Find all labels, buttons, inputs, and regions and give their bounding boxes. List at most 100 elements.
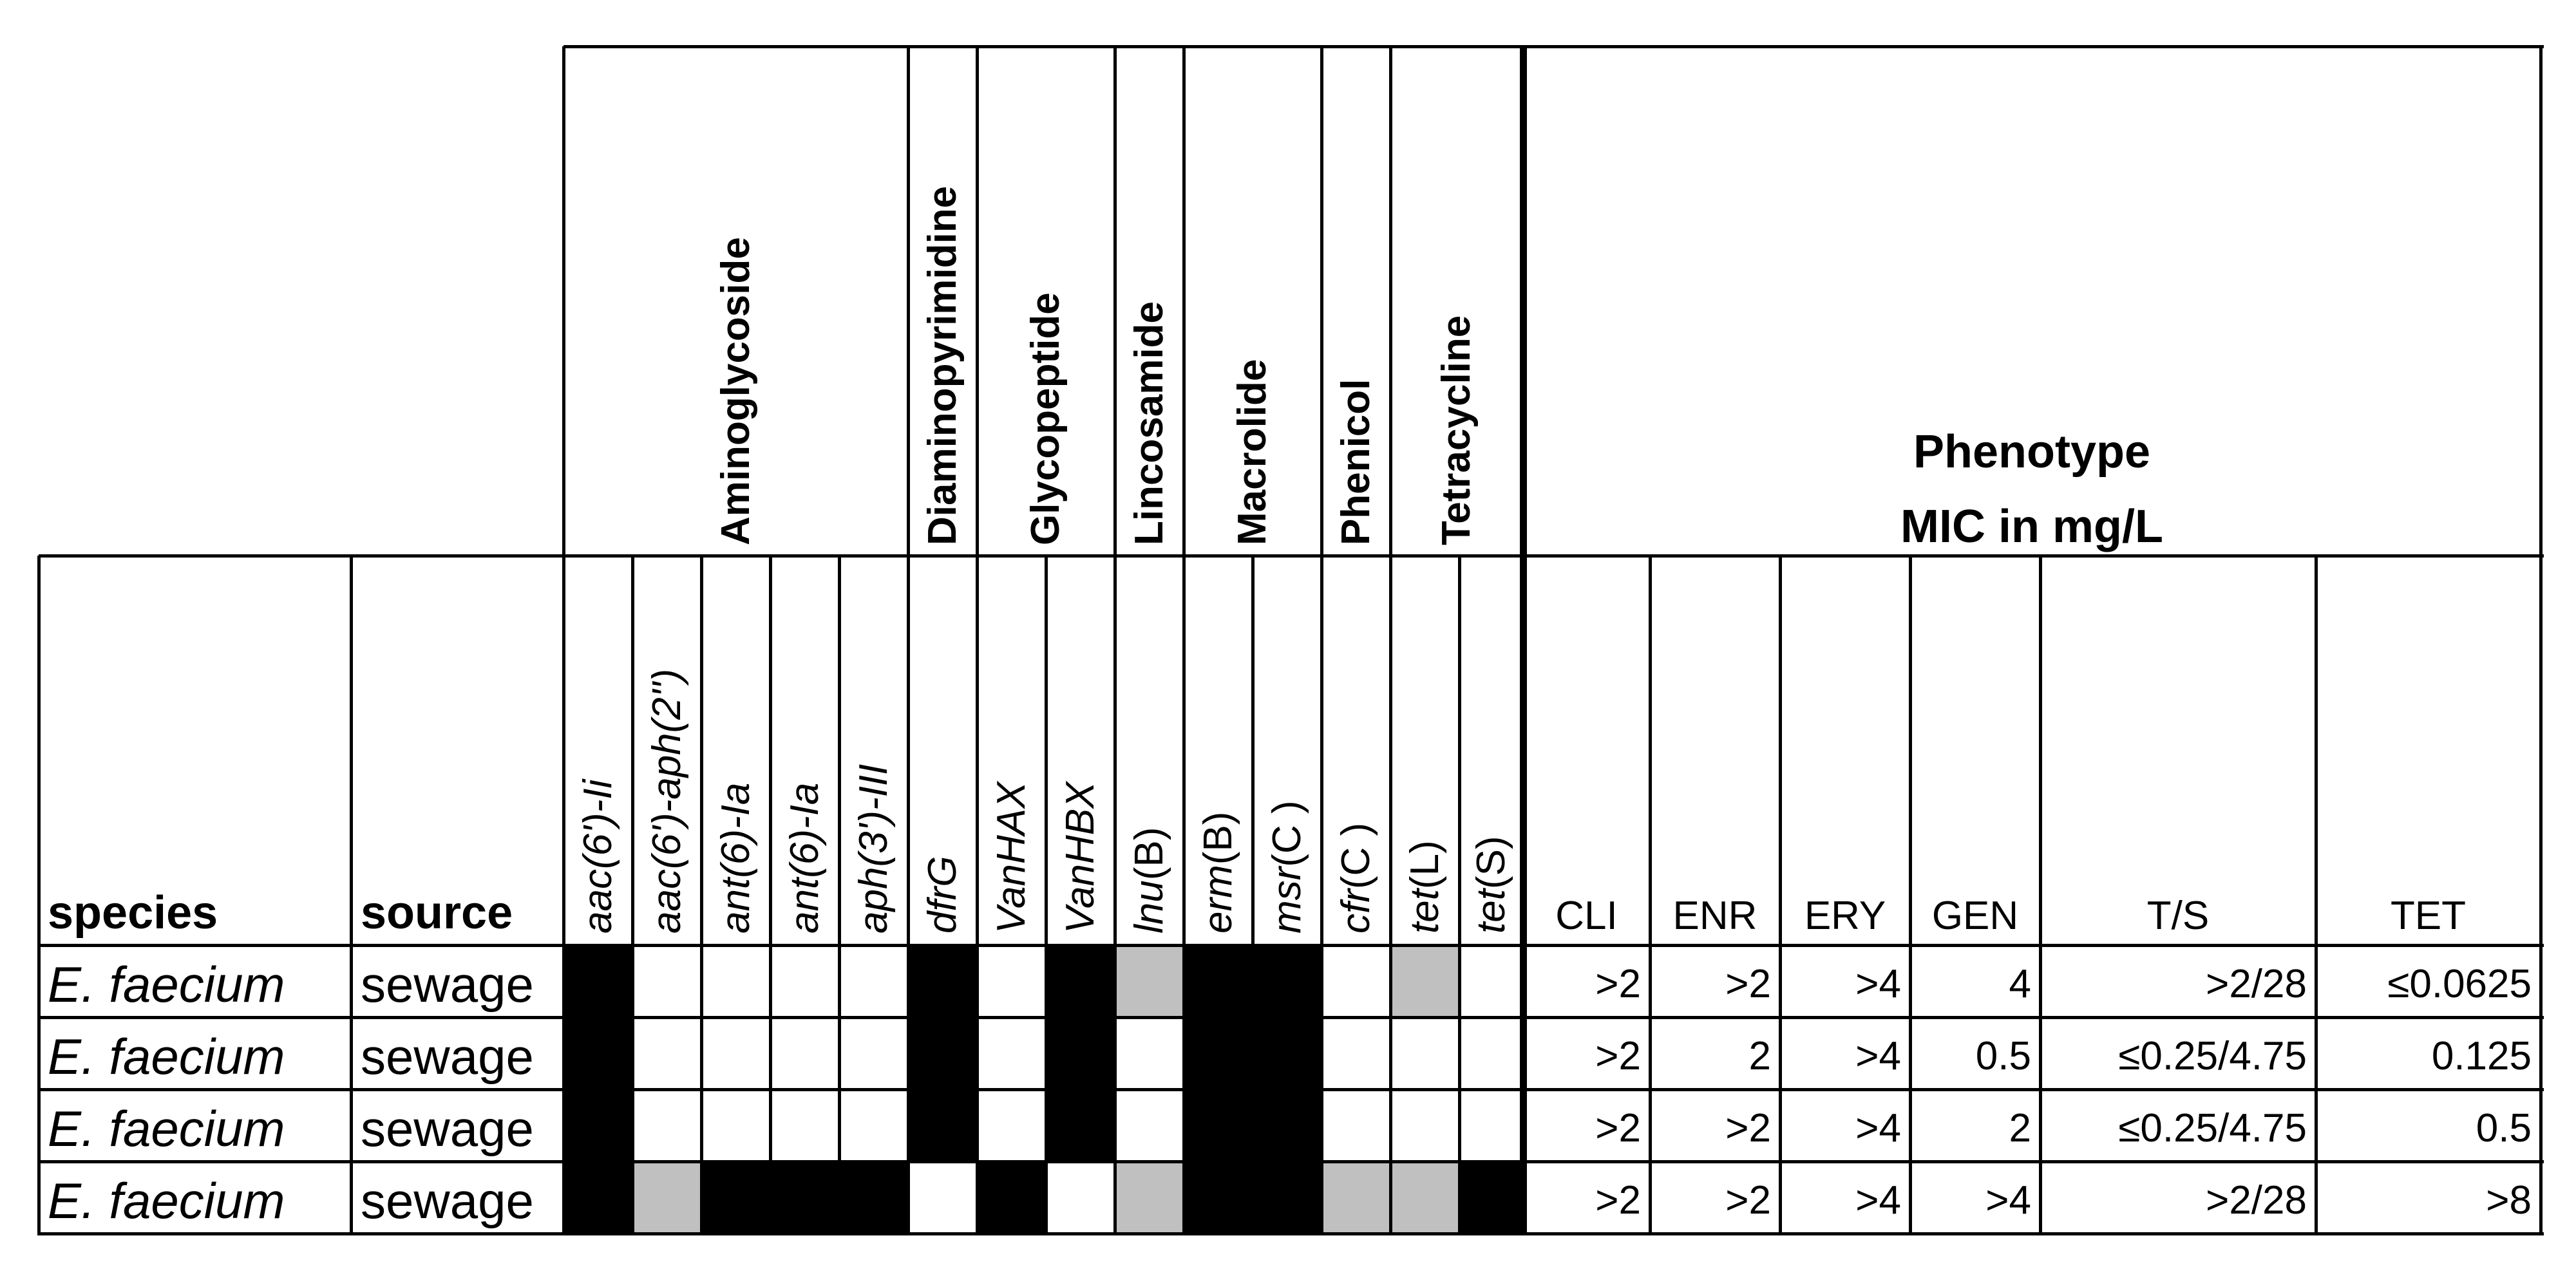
class-label: Macrolide (1230, 359, 1274, 545)
gene-cell (1046, 1017, 1115, 1089)
gene-label-part: VanHBX (1057, 782, 1103, 934)
grid-line (39, 1232, 2544, 1235)
class-label: Glycopeptide (1023, 292, 1068, 545)
mic-column-header: ENR (1672, 894, 1757, 938)
mic-value: >8 (2486, 1178, 2532, 1223)
gene-cell (1321, 945, 1390, 1017)
grid-line (975, 46, 979, 1235)
gene-label-part: (C ) (1264, 800, 1309, 867)
gene-cell (1459, 945, 1523, 1017)
gene-cell (701, 1017, 770, 1089)
gene-cell (908, 1089, 977, 1161)
gene-label: ant(6)-Ia (713, 782, 758, 934)
gene-label: lnu(B) (1126, 827, 1171, 934)
gene-cell (1459, 1089, 1523, 1161)
gene-label-part: erm (1195, 865, 1240, 934)
gene-cell (770, 1017, 839, 1089)
mic-value: 2 (1748, 1034, 1771, 1078)
phenotype-title: Phenotype (1913, 426, 2151, 478)
grid-line (1519, 46, 1527, 1235)
grid-line (2314, 556, 2318, 1235)
gene-cell (1253, 1017, 1321, 1089)
grid-line (37, 556, 41, 1235)
gene-cell (977, 1089, 1046, 1161)
gene-label-part: dfrG (920, 856, 965, 934)
gene-cell (564, 1161, 632, 1234)
gene-label-part: (B) (1126, 827, 1171, 881)
gene-cell (564, 945, 632, 1017)
mic-column-header: T/S (2146, 894, 2210, 938)
mic-value: >2 (1725, 1106, 1771, 1150)
species-cell: E. faecium (48, 1028, 285, 1085)
mic-value: 2 (2009, 1106, 2031, 1150)
gene-cell (977, 1161, 1046, 1234)
gene-cell (839, 1161, 908, 1234)
gene-cell (1115, 1089, 1184, 1161)
mic-value: >4 (1855, 1178, 1901, 1223)
gene-cell (839, 945, 908, 1017)
gene-cell (1115, 1017, 1184, 1089)
gene-cell (1046, 1089, 1115, 1161)
gene-label-part: ant(6)-Ia (782, 782, 827, 934)
grid-line (1182, 46, 1186, 1235)
gene-cell (1390, 1161, 1459, 1234)
grid-line (906, 46, 910, 1235)
gene-label-part: cfr (1333, 889, 1378, 934)
grid-line (39, 1159, 2544, 1163)
gene-label-part: (L) (1402, 840, 1447, 890)
gene-label-part: (B) (1195, 811, 1240, 865)
gene-label-part: VanHAX (989, 782, 1034, 934)
mic-value: ≤0.0625 (2387, 962, 2532, 1006)
grid-line (1778, 556, 1782, 1235)
mic-value: 4 (2009, 962, 2031, 1006)
mic-value: ≤0.25/4.75 (2118, 1034, 2307, 1078)
gene-cell (770, 1161, 839, 1234)
phenotype-subtitle: MIC in mg/L (1900, 501, 2163, 552)
mic-column-header: CLI (1555, 894, 1618, 938)
gene-label: tet(S) (1468, 836, 1513, 934)
mic-column-header: ERY (1804, 894, 1886, 938)
gene-label-part: ant(6)-Ia (713, 782, 758, 934)
gene-cell (1390, 1017, 1459, 1089)
gene-label: tet(L) (1402, 840, 1447, 934)
gene-cell (701, 1089, 770, 1161)
gene-cell (908, 1017, 977, 1089)
gene-cell (1253, 1089, 1321, 1161)
gene-label-part: (S) (1468, 836, 1513, 890)
grid-line (630, 556, 634, 1235)
gene-cell (1321, 1161, 1390, 1234)
gene-cell (701, 945, 770, 1017)
grid-line (837, 556, 841, 1235)
gene-label-part: (C ) (1333, 822, 1378, 890)
source-cell: sewage (361, 1028, 534, 1085)
mic-value: >4 (1855, 962, 1901, 1006)
source-cell: sewage (361, 956, 534, 1013)
mic-value: >4 (1985, 1178, 2031, 1223)
class-label: Phenicol (1333, 379, 1378, 545)
grid-line (1648, 556, 1652, 1235)
mic-value: ≤0.25/4.75 (2118, 1106, 2307, 1150)
mic-value: >4 (1855, 1106, 1901, 1150)
gene-cell (908, 1161, 977, 1234)
gene-cell (1046, 1161, 1115, 1234)
gene-cell (1184, 1089, 1253, 1161)
gene-label-part: aac(6')-aph(2'') (644, 668, 689, 934)
mic-value: >2/28 (2206, 962, 2307, 1006)
gene-cell (839, 1089, 908, 1161)
gene-cell (839, 1017, 908, 1089)
species-cell: E. faecium (48, 1100, 285, 1157)
mic-value: >2/28 (2206, 1178, 2307, 1223)
gene-cell (1184, 945, 1253, 1017)
grid-line (1044, 556, 1048, 1235)
gene-cell (1253, 945, 1321, 1017)
mic-value: >2 (1725, 962, 1771, 1006)
gene-cell (977, 1017, 1046, 1089)
gene-cell (564, 1017, 632, 1089)
mic-column-header: TET (2390, 894, 2467, 938)
species-header: species (48, 887, 218, 939)
grid-line (39, 554, 2544, 558)
gene-label: erm(B) (1195, 811, 1240, 934)
gene-cell (977, 945, 1046, 1017)
grid-line (562, 46, 565, 1235)
gene-cell (1184, 1017, 1253, 1089)
